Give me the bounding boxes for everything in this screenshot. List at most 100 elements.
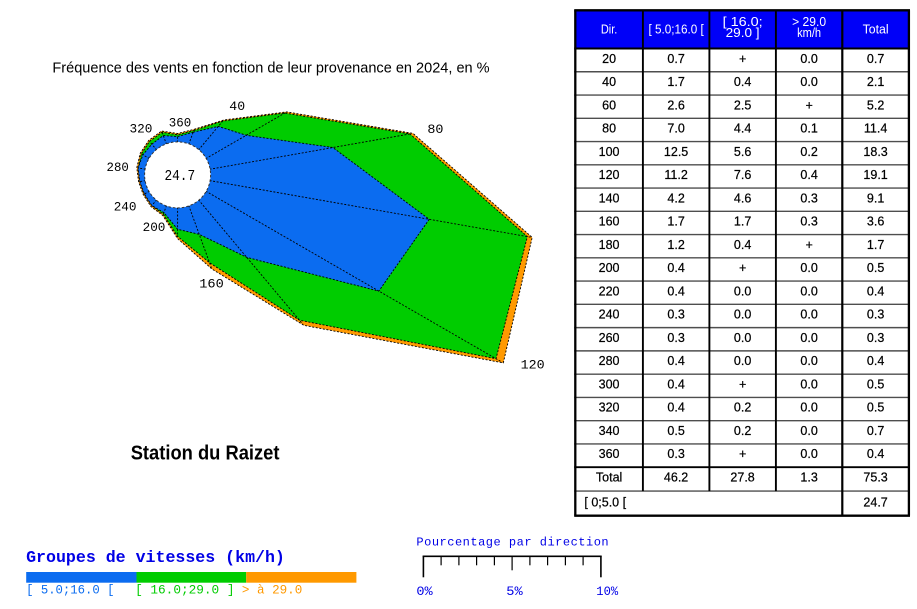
svg-text:0.0: 0.0	[800, 75, 817, 89]
svg-text:0.0: 0.0	[800, 261, 817, 275]
svg-text:0.2: 0.2	[734, 401, 751, 415]
svg-text:0.0: 0.0	[800, 52, 817, 66]
svg-text:280: 280	[599, 354, 620, 368]
svg-text:7.6: 7.6	[734, 168, 751, 182]
svg-text:0.5: 0.5	[867, 401, 884, 415]
svg-text:360: 360	[599, 447, 620, 461]
svg-text:11.4: 11.4	[864, 122, 887, 136]
svg-text:280: 280	[107, 160, 129, 175]
svg-text:120: 120	[599, 168, 620, 182]
svg-text:km/h: km/h	[797, 26, 821, 40]
svg-text:Pourcentage par direction: Pourcentage par direction	[416, 536, 608, 550]
svg-text:0.0: 0.0	[800, 308, 817, 322]
svg-text:1.7: 1.7	[667, 215, 684, 229]
svg-text:[ 16.0;29.0 ]: [ 16.0;29.0 ]	[135, 583, 234, 598]
svg-text:7.0: 7.0	[667, 122, 684, 136]
svg-text:140: 140	[599, 191, 620, 205]
svg-text:0.7: 0.7	[667, 52, 684, 66]
svg-text:0.0: 0.0	[734, 284, 751, 298]
svg-text:Groupes de vitesses (km/h): Groupes de vitesses (km/h)	[26, 549, 285, 568]
svg-text:5.6: 5.6	[734, 145, 751, 159]
svg-text:12.5: 12.5	[664, 145, 688, 159]
svg-text:80: 80	[427, 122, 443, 137]
svg-text:+: +	[739, 261, 746, 275]
svg-text:1.3: 1.3	[800, 471, 817, 485]
svg-text:200: 200	[143, 220, 166, 235]
svg-text:> à 29.0: > à 29.0	[242, 583, 302, 598]
svg-text:1.7: 1.7	[867, 238, 884, 252]
svg-text:+: +	[805, 238, 812, 252]
svg-text:Total: Total	[596, 471, 622, 485]
svg-text:9.1: 9.1	[867, 191, 884, 205]
svg-text:0.4: 0.4	[867, 354, 884, 368]
svg-text:0.5: 0.5	[667, 424, 684, 438]
svg-text:[ 5.0;16.0 [: [ 5.0;16.0 [	[26, 583, 114, 598]
svg-text:4.6: 4.6	[734, 191, 751, 205]
svg-text:2.5: 2.5	[734, 98, 751, 112]
svg-text:220: 220	[599, 284, 620, 298]
svg-text:0.2: 0.2	[800, 145, 817, 159]
svg-text:0.4: 0.4	[800, 168, 817, 182]
svg-text:0%: 0%	[416, 584, 433, 599]
svg-text:[ 16.0;: [ 16.0;	[723, 15, 763, 29]
svg-text:120: 120	[521, 357, 545, 372]
svg-text:300: 300	[599, 377, 620, 391]
svg-text:0.4: 0.4	[667, 377, 684, 391]
svg-text:20: 20	[602, 52, 616, 66]
svg-text:0.0: 0.0	[734, 354, 751, 368]
svg-text:0.4: 0.4	[867, 284, 884, 298]
svg-text:0.3: 0.3	[667, 447, 684, 461]
svg-text:160: 160	[599, 215, 620, 229]
svg-text:0.2: 0.2	[734, 424, 751, 438]
svg-text:40: 40	[602, 75, 616, 89]
svg-text:180: 180	[599, 238, 620, 252]
svg-text:1.7: 1.7	[667, 75, 684, 89]
svg-text:320: 320	[129, 121, 152, 136]
svg-text:0.0: 0.0	[800, 284, 817, 298]
svg-text:0.3: 0.3	[867, 331, 884, 345]
svg-text:2.1: 2.1	[867, 75, 884, 89]
svg-text:11.2: 11.2	[664, 168, 687, 182]
svg-text:60: 60	[602, 98, 616, 112]
svg-text:0.3: 0.3	[800, 215, 817, 229]
svg-text:0.5: 0.5	[867, 377, 884, 391]
svg-text:0.1: 0.1	[800, 122, 817, 136]
svg-text:0.0: 0.0	[800, 354, 817, 368]
svg-text:240: 240	[114, 199, 137, 214]
svg-text:0.7: 0.7	[867, 424, 884, 438]
svg-text:24.7: 24.7	[863, 496, 887, 510]
svg-text:19.1: 19.1	[863, 168, 887, 182]
svg-text:0.4: 0.4	[867, 447, 884, 461]
svg-text:260: 260	[599, 331, 620, 345]
svg-text:[ 5.0;16.0 [: [ 5.0;16.0 [	[648, 22, 704, 36]
svg-text:80: 80	[602, 122, 616, 136]
svg-text:5%: 5%	[506, 584, 523, 599]
svg-text:100: 100	[599, 145, 620, 159]
svg-text:0.0: 0.0	[800, 331, 817, 345]
svg-text:24.7: 24.7	[164, 169, 195, 185]
svg-text:240: 240	[599, 308, 620, 322]
svg-text:0.4: 0.4	[667, 354, 684, 368]
svg-text:0.3: 0.3	[667, 331, 684, 345]
svg-text:1.7: 1.7	[734, 215, 751, 229]
svg-text:0.0: 0.0	[800, 447, 817, 461]
svg-text:Dir.: Dir.	[601, 22, 618, 36]
svg-text:29.0 ]: 29.0 ]	[726, 26, 760, 40]
svg-text:Station du Raizet: Station du Raizet	[131, 443, 280, 465]
svg-text:0.5: 0.5	[867, 261, 884, 275]
svg-text:0.4: 0.4	[667, 401, 684, 415]
svg-text:0.4: 0.4	[734, 75, 751, 89]
svg-text:> 29.0: > 29.0	[792, 15, 826, 29]
svg-text:0.3: 0.3	[867, 308, 884, 322]
svg-text:18.3: 18.3	[863, 145, 887, 159]
svg-text:0.3: 0.3	[667, 308, 684, 322]
svg-text:27.8: 27.8	[730, 471, 754, 485]
svg-text:0.4: 0.4	[734, 238, 751, 252]
svg-text:5.2: 5.2	[867, 98, 884, 112]
svg-text:160: 160	[199, 277, 224, 292]
svg-text:0.4: 0.4	[667, 261, 684, 275]
svg-text:2.6: 2.6	[667, 98, 684, 112]
svg-text:1.2: 1.2	[667, 238, 684, 252]
svg-text:+: +	[805, 98, 812, 112]
svg-text:360: 360	[169, 116, 191, 131]
